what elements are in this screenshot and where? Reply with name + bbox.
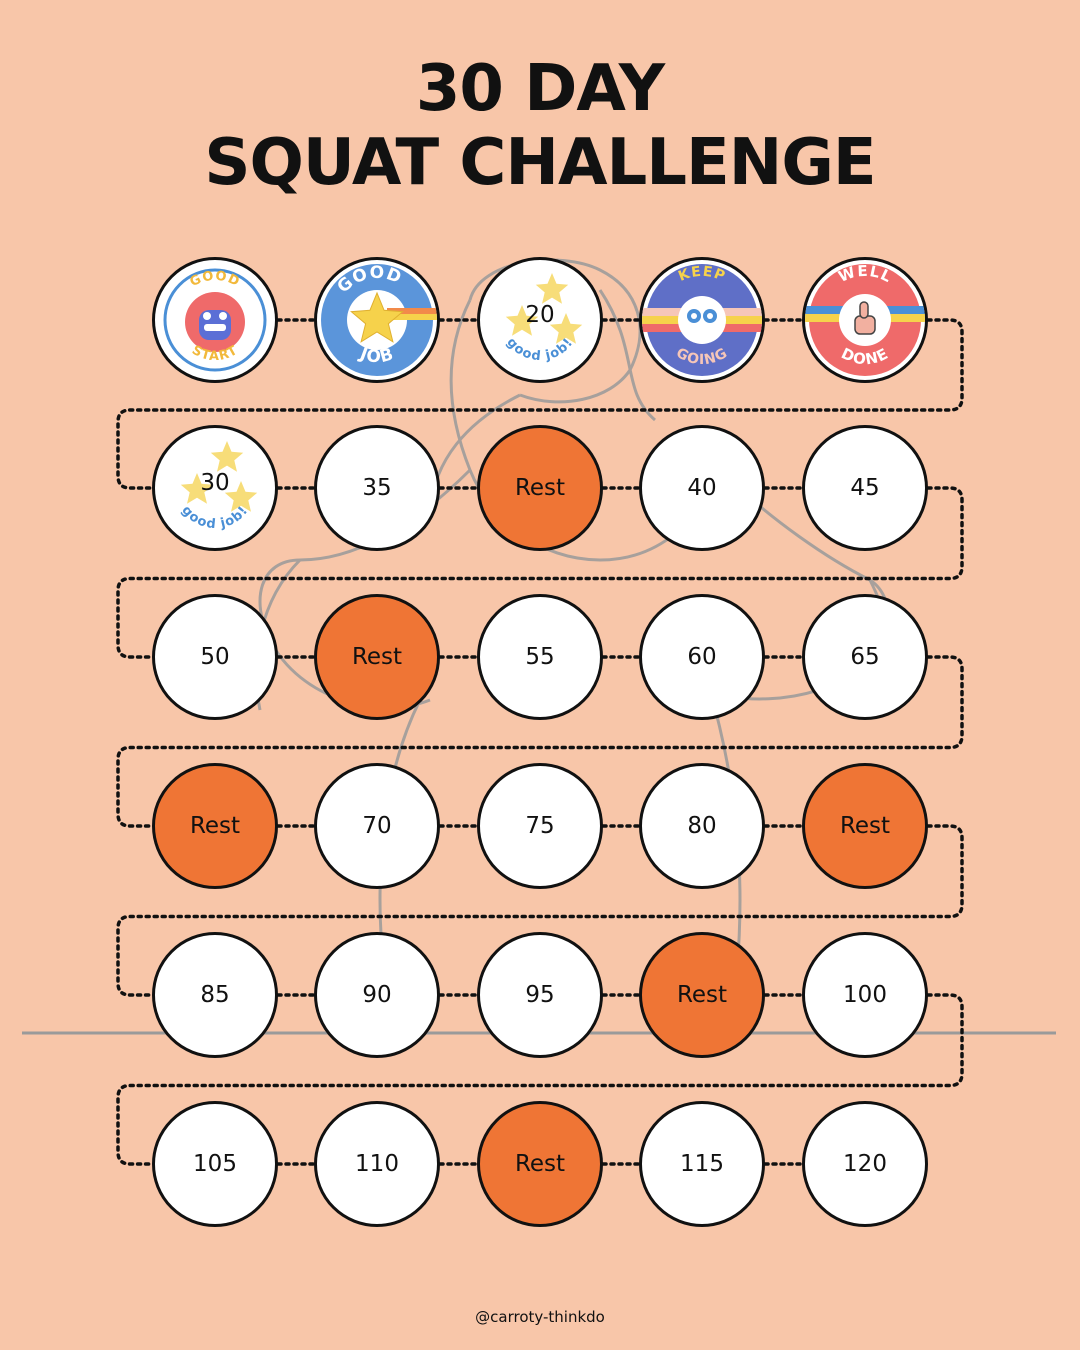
dotted-connector [116,318,964,1166]
day-28-label: Rest [514,1151,566,1177]
day-4-circle[interactable]: KEEP GOING [639,257,765,383]
day-20-circle[interactable]: Rest [802,763,928,889]
day-23-circle[interactable]: 95 [477,932,603,1058]
day-8-circle[interactable]: Rest [477,425,603,551]
day-17-label: 70 [362,813,392,839]
svg-text:GOING: GOING [673,345,730,368]
svg-text:GOOD: GOOD [188,269,243,290]
day-1-circle[interactable]: GOOD START [152,257,278,383]
day-20-label: Rest [839,813,891,839]
stars-sticker: good job! [178,441,258,532]
day-26-label: 105 [193,1151,237,1177]
day-19-circle[interactable]: 80 [639,763,765,889]
day-7-label: 35 [362,475,392,501]
day-12-label: Rest [351,644,403,670]
day-29-label: 115 [680,1151,724,1177]
day-30-label: 120 [843,1151,887,1177]
day-21-circle[interactable]: 85 [152,932,278,1058]
day-15-label: 65 [850,644,880,670]
dotted-path [116,318,964,1166]
day-28-circle[interactable]: Rest [477,1101,603,1227]
day-9-label: 40 [687,475,717,501]
svg-text:good job!: good job! [503,335,576,364]
day-25-circle[interactable]: 100 [802,932,928,1058]
day-13-label: 55 [525,644,555,670]
day-3-circle[interactable]: good job! 20 [477,257,603,383]
day-10-label: 45 [850,475,880,501]
author-handle: @carroty-thinkdo [475,1308,605,1326]
day-18-label: 75 [525,813,555,839]
day-11-label: 50 [200,644,230,670]
day-23-label: 95 [525,982,555,1008]
day-9-circle[interactable]: 40 [639,425,765,551]
day-8-label: Rest [514,475,566,501]
good-start-badge: GOOD START [163,268,267,372]
day-29-circle[interactable]: 115 [639,1101,765,1227]
day-15-circle[interactable]: 65 [802,594,928,720]
svg-text:JOB: JOB [356,344,396,368]
day-26-circle[interactable]: 105 [152,1101,278,1227]
title-line-2: SQUAT CHALLENGE [204,126,876,200]
day-30-circle[interactable]: 120 [802,1101,928,1227]
day-3-label: 20 [525,302,555,328]
stars-sticker: good job! [503,273,583,364]
day-27-circle[interactable]: 110 [314,1101,440,1227]
day-12-circle[interactable]: Rest [314,594,440,720]
day-18-circle[interactable]: 75 [477,763,603,889]
day-27-label: 110 [355,1151,399,1177]
day-22-label: 90 [362,982,392,1008]
day-6-label: 30 [200,470,230,496]
day-19-label: 80 [687,813,717,839]
day-6-circle[interactable]: good job! 30 [152,425,278,551]
day-25-label: 100 [843,982,887,1008]
day-13-circle[interactable]: 55 [477,594,603,720]
day-11-circle[interactable]: 50 [152,594,278,720]
day-7-circle[interactable]: 35 [314,425,440,551]
svg-text:START: START [189,343,241,364]
day-16-label: Rest [189,813,241,839]
day-22-circle[interactable]: 90 [314,932,440,1058]
day-21-label: 85 [200,982,230,1008]
title-line-1: 30 DAY [415,52,665,126]
day-14-circle[interactable]: 60 [639,594,765,720]
day-17-circle[interactable]: 70 [314,763,440,889]
day-5-circle[interactable]: WELL DONE [802,257,928,383]
day-2-circle[interactable]: GOOD JOB [314,257,440,383]
day-10-circle[interactable]: 45 [802,425,928,551]
day-14-label: 60 [687,644,717,670]
svg-text:good job!: good job! [178,503,251,532]
day-24-label: Rest [676,982,728,1008]
day-24-circle[interactable]: Rest [639,932,765,1058]
day-16-circle[interactable]: Rest [152,763,278,889]
